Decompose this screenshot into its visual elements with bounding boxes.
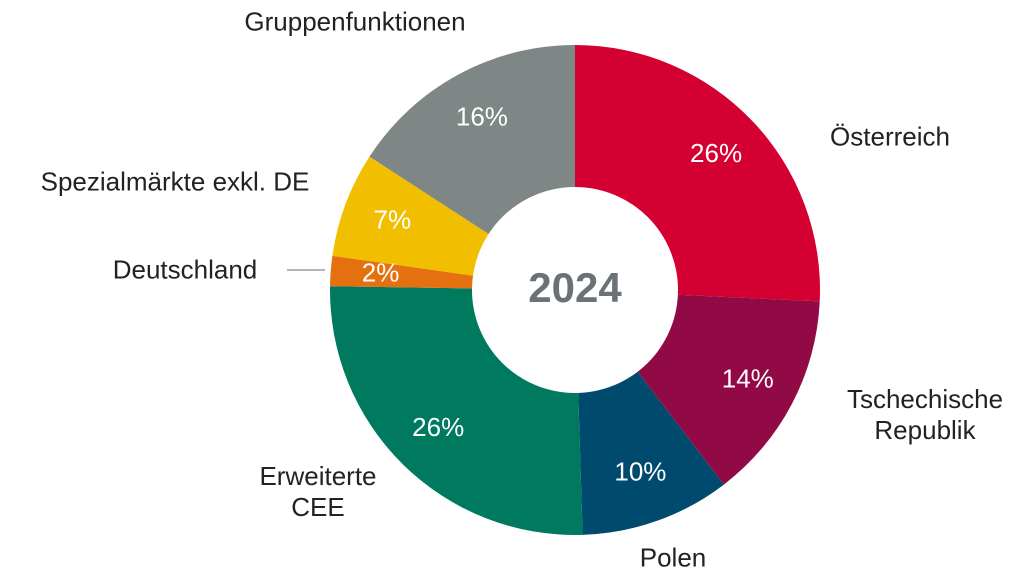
category-label: Erweiterte CEE: [259, 461, 377, 522]
value-label: 10%: [614, 457, 666, 487]
value-label: 14%: [722, 363, 774, 393]
category-label: Tschechische Republik: [846, 384, 1004, 445]
value-label: 16%: [456, 102, 508, 132]
value-label: 2%: [362, 258, 400, 288]
value-label: 26%: [412, 412, 464, 442]
value-label: 7%: [374, 205, 412, 235]
donut-hole: [472, 187, 678, 393]
value-label: 26%: [690, 138, 742, 168]
category-label: Spezialmärkte exkl. DE: [40, 166, 310, 197]
category-label: Polen: [639, 542, 707, 573]
category-label: Gruppenfunktionen: [244, 6, 466, 37]
category-label: Deutschland: [112, 254, 258, 285]
category-label: Österreich: [830, 121, 950, 152]
center-label: 2024: [528, 264, 622, 311]
